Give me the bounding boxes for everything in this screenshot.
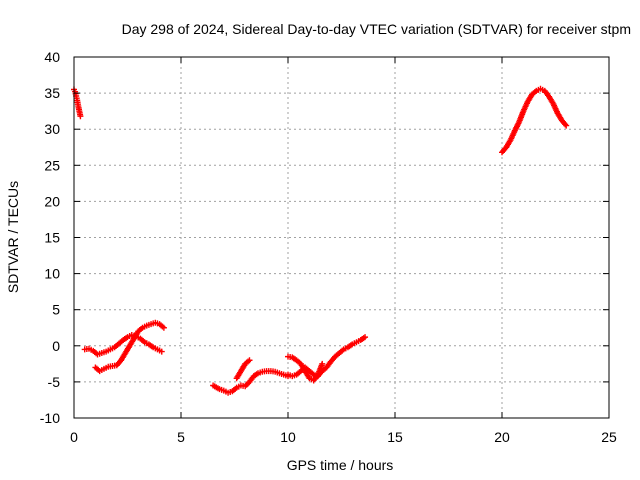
y-tick-label: 5: [52, 302, 60, 318]
y-tick-label: 15: [44, 230, 60, 246]
ticks-layer: 0 5 10 15 20 25 -10 -5 0 5 10 15 20 25 30 35 40: [40, 49, 617, 445]
y-tick-label: 40: [44, 49, 60, 65]
x-tick-label: 10: [280, 429, 296, 445]
data-point: [362, 334, 369, 341]
x-tick-label: 5: [177, 429, 185, 445]
y-tick-label: -5: [48, 374, 61, 390]
y-tick-label: 35: [44, 85, 60, 101]
grid-layer: [74, 57, 609, 418]
y-tick-label: 30: [44, 121, 60, 137]
data-point: [158, 348, 165, 355]
points-layer: [71, 85, 570, 396]
x-tick-label: 0: [70, 429, 78, 445]
y-tick-label: 0: [52, 338, 60, 354]
y-tick-label: -10: [40, 410, 60, 426]
x-tick-label: 20: [494, 429, 510, 445]
data-point: [77, 113, 84, 120]
x-axis-label: GPS time / hours: [287, 457, 394, 473]
y-tick-label: 25: [44, 157, 60, 173]
data-point: [563, 122, 570, 129]
data-point: [562, 121, 569, 128]
y-tick-label: 20: [44, 193, 60, 209]
y-tick-label: 10: [44, 266, 60, 282]
data-point: [319, 360, 326, 367]
chart-title: Day 298 of 2024, Sidereal Day-to-day VTE…: [122, 21, 631, 37]
x-tick-label: 15: [387, 429, 403, 445]
x-tick-label: 25: [601, 429, 617, 445]
data-point: [160, 324, 167, 331]
y-axis-label: SDTVAR / TECUs: [5, 181, 21, 293]
data-point: [246, 357, 253, 364]
